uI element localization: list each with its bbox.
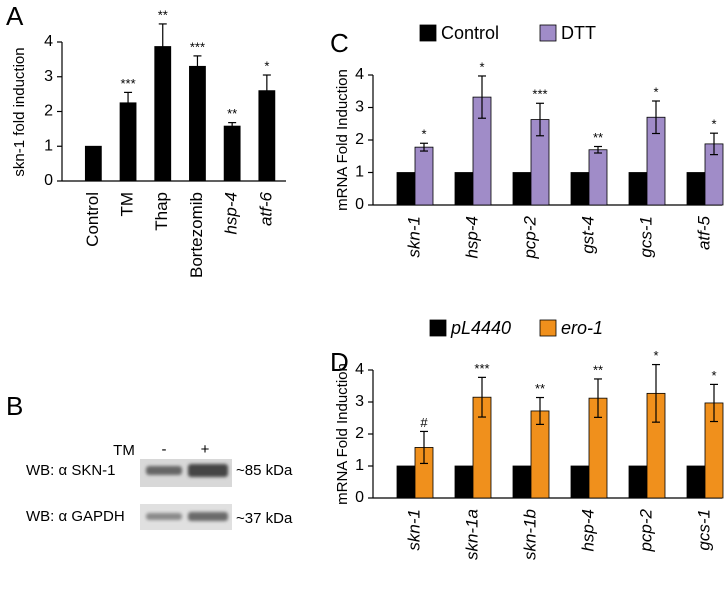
bar — [84, 145, 102, 182]
x-tick-label: gcs-1 — [694, 509, 713, 551]
panel-letter: A — [6, 1, 24, 31]
significance-label: * — [653, 348, 658, 363]
bar — [396, 465, 416, 499]
significance-label: * — [264, 58, 269, 73]
significance-label: *** — [532, 87, 547, 102]
x-tick-label: pcp-2 — [520, 215, 539, 259]
y-tick-label: 1 — [355, 457, 364, 474]
legend-swatch — [539, 319, 557, 337]
x-tick-label: hsp-4 — [462, 216, 481, 259]
y-axis-label: mRNA Fold Induction — [334, 363, 351, 505]
x-tick-label: hsp-4 — [222, 192, 241, 235]
row-label: WB: α SKN-1 — [26, 462, 116, 479]
y-tick-label: 3 — [355, 99, 364, 116]
blot-band — [146, 513, 182, 520]
panel-letter: D — [330, 347, 349, 377]
y-tick-label: 4 — [355, 66, 364, 83]
significance-label: * — [711, 368, 716, 383]
y-tick-label: 0 — [44, 172, 53, 189]
significance-label: ** — [593, 362, 603, 377]
legend-swatch — [539, 24, 557, 42]
bar — [686, 465, 706, 499]
y-tick-label: 2 — [355, 131, 364, 148]
significance-label: * — [421, 127, 426, 142]
legend-label: ero-1 — [561, 318, 603, 338]
bar — [223, 125, 241, 182]
significance-label: # — [420, 415, 428, 430]
legend-swatch — [429, 319, 447, 337]
bar — [686, 172, 706, 206]
x-tick-label: Thap — [152, 192, 171, 231]
treatment-label: TM — [113, 442, 135, 459]
lane-label: - — [162, 441, 167, 458]
y-tick-label: 2 — [355, 425, 364, 442]
x-tick-label: TM — [118, 192, 137, 217]
x-tick-label: pcp-2 — [636, 508, 655, 552]
western-blot: B TM - + WB: α SKN-1 ~85 kDa WB: α GAPDH… — [6, 391, 293, 530]
panel-letter: C — [330, 28, 349, 58]
y-tick-label: 4 — [44, 33, 53, 50]
y-tick-label: 1 — [44, 137, 53, 154]
legend-label: DTT — [561, 23, 596, 43]
y-tick-label: 4 — [355, 361, 364, 378]
significance-label: * — [711, 117, 716, 132]
bar — [396, 172, 416, 206]
y-axis-label: mRNA Fold Induction — [334, 69, 351, 211]
x-tick-label: atf-6 — [256, 191, 275, 226]
significance-label: ** — [593, 130, 603, 145]
x-tick-label: gst-4 — [578, 216, 597, 254]
x-tick-label: skn-1a — [462, 509, 481, 560]
size-label: ~85 kDa — [236, 462, 293, 479]
bar — [628, 172, 648, 206]
significance-label: * — [653, 84, 658, 99]
x-tick-label: Control — [83, 192, 102, 247]
blot-band — [188, 512, 228, 521]
legend-label: pL4440 — [450, 318, 511, 338]
y-tick-label: 3 — [355, 393, 364, 410]
y-tick-label: 2 — [44, 103, 53, 120]
legend-swatch — [419, 24, 437, 42]
bar — [628, 465, 648, 499]
significance-label: *** — [474, 361, 489, 376]
x-tick-label: hsp-4 — [578, 509, 597, 552]
row-label: WB: α GAPDH — [26, 508, 125, 525]
lane-label: + — [201, 441, 210, 458]
y-tick-label: 0 — [355, 196, 364, 213]
x-tick-label: skn-1b — [520, 509, 539, 560]
panel-letter: B — [6, 391, 23, 421]
x-tick-label: atf-5 — [694, 215, 713, 250]
legend-label: Control — [441, 23, 499, 43]
significance-label: * — [479, 59, 484, 74]
significance-label: ** — [158, 7, 168, 22]
bar — [189, 65, 206, 182]
bar — [119, 102, 137, 182]
bar — [454, 465, 474, 499]
significance-label: ** — [227, 106, 237, 121]
size-label: ~37 kDa — [236, 510, 293, 527]
blot-band — [188, 464, 228, 477]
significance-label: ** — [535, 381, 545, 396]
y-tick-label: 1 — [355, 164, 364, 181]
x-tick-label: skn-1 — [404, 509, 423, 551]
x-tick-label: skn-1 — [404, 216, 423, 258]
bar — [588, 149, 608, 206]
bar — [454, 172, 474, 206]
blot-band — [146, 466, 182, 475]
bar — [570, 465, 590, 499]
bar — [570, 172, 590, 206]
bar — [414, 146, 434, 206]
x-tick-label: gcs-1 — [636, 216, 655, 258]
y-tick-label: 0 — [355, 489, 364, 506]
significance-label: *** — [120, 76, 135, 91]
x-tick-label: Bortezomib — [187, 192, 206, 278]
bar — [512, 172, 532, 206]
bar — [512, 465, 532, 499]
y-axis-label: skn-1 fold induction — [11, 47, 28, 176]
significance-label: *** — [190, 39, 205, 54]
y-tick-label: 3 — [44, 68, 53, 85]
